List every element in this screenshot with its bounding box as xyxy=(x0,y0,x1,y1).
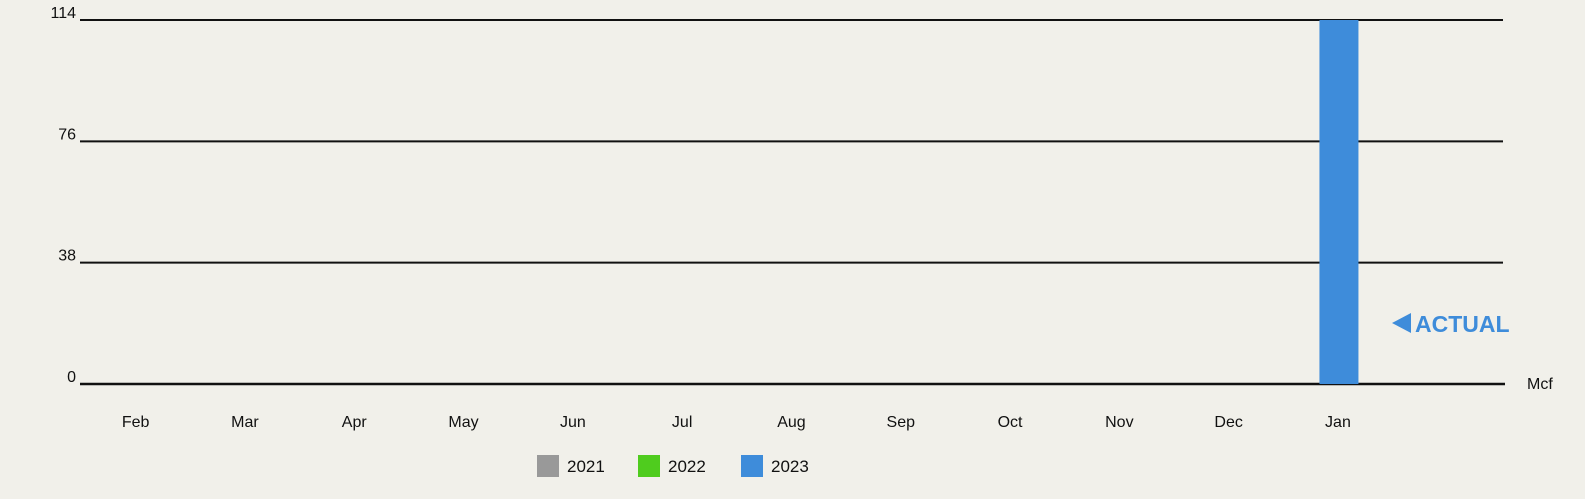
actual-annotation: ACTUAL xyxy=(1392,311,1510,337)
y-tick-label: 0 xyxy=(67,369,76,386)
legend-label: 2023 xyxy=(771,457,809,476)
legend-swatch-2023 xyxy=(741,455,763,477)
x-tick-label: May xyxy=(448,414,478,431)
legend-label: 2022 xyxy=(668,457,706,476)
annotation-label: ACTUAL xyxy=(1415,311,1510,337)
y-tick-label: 114 xyxy=(50,5,76,22)
bars xyxy=(1319,20,1359,384)
y-axis-tick-labels: 0 38 76 114 xyxy=(50,5,76,386)
x-tick-label: Apr xyxy=(342,414,368,431)
left-arrow-icon xyxy=(1392,313,1411,333)
x-tick-label: Nov xyxy=(1105,414,1133,431)
x-tick-label: Feb xyxy=(122,414,150,431)
x-tick-label: Aug xyxy=(777,414,805,431)
legend-swatch-2022 xyxy=(638,455,660,477)
y-tick-label: 76 xyxy=(58,126,76,143)
x-tick-label: Mar xyxy=(231,414,259,431)
x-tick-label: Oct xyxy=(998,414,1023,431)
x-axis-tick-labels: Feb Mar Apr May Jun Jul Aug Sep Oct Nov Dec Jan xyxy=(122,414,1351,431)
x-tick-label: Dec xyxy=(1214,414,1242,431)
legend: 2021 2022 2023 xyxy=(537,455,809,477)
x-tick-label: Jul xyxy=(672,414,692,431)
unit-label: Mcf xyxy=(1527,376,1553,393)
grid-lines xyxy=(80,19,1505,386)
bar-2023-jan xyxy=(1319,20,1359,384)
x-tick-label: Sep xyxy=(887,414,916,431)
y-tick-label: 38 xyxy=(58,248,76,265)
x-tick-label: Jun xyxy=(560,414,586,431)
legend-swatch-2021 xyxy=(537,455,559,477)
x-tick-label: Jan xyxy=(1325,414,1351,431)
legend-label: 2021 xyxy=(567,457,605,476)
